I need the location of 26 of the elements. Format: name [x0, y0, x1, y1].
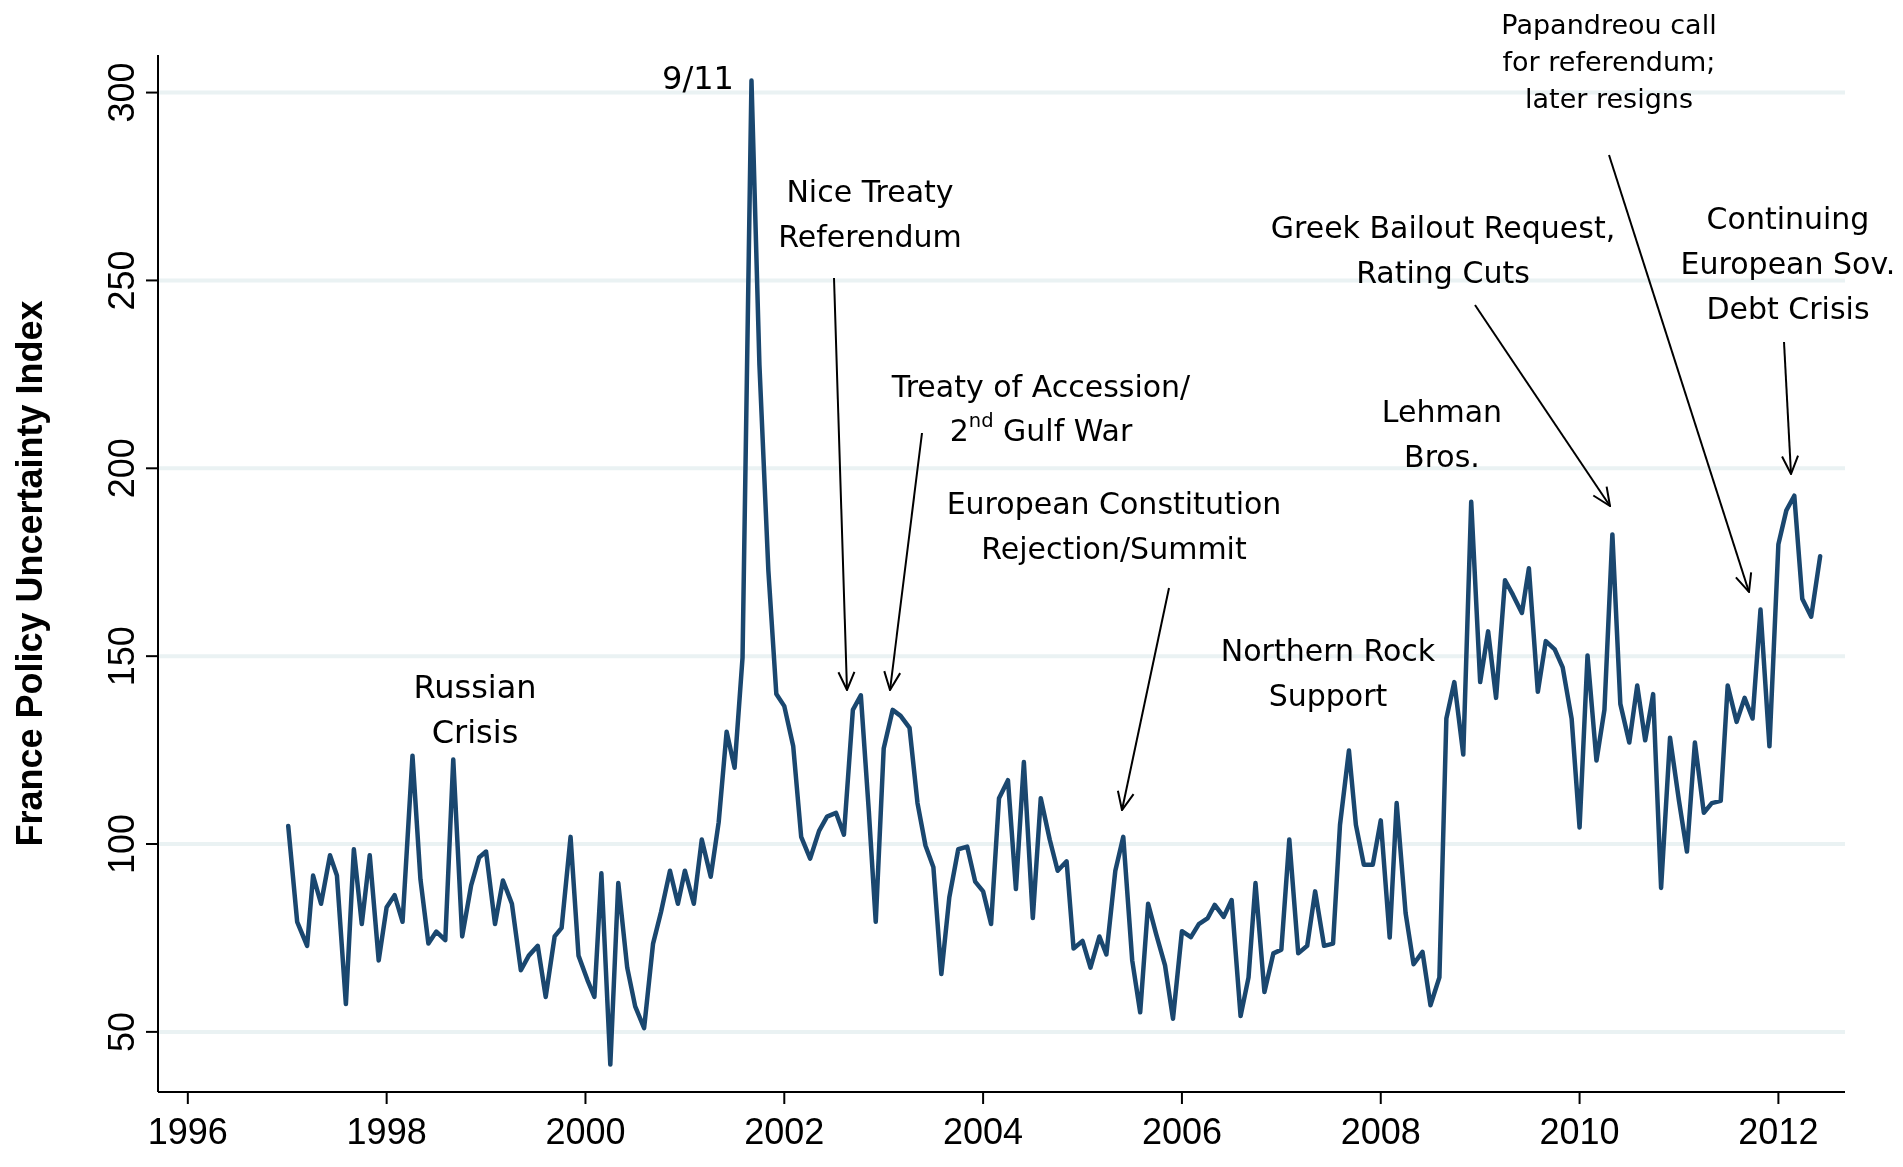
y-tick-label: 300 — [101, 62, 142, 123]
y-tick-label: 250 — [101, 250, 142, 311]
annotation: Northern Rock Support — [1220, 632, 1436, 713]
x-tick-label: 2012 — [1738, 1111, 1819, 1152]
x-tick-label: 2008 — [1340, 1111, 1421, 1152]
annotation: Lehman Bros. — [1381, 393, 1503, 474]
annotation: Nice Treaty Referendum — [778, 173, 962, 254]
annotation: Treaty of Accession/ 2$^{nd}$ Gulf War — [890, 368, 1192, 448]
x-tick-label: 2010 — [1539, 1111, 1620, 1152]
y-tick-label: 200 — [101, 438, 142, 499]
x-tick-label: 2000 — [545, 1111, 626, 1152]
x-tick-label: 1996 — [147, 1111, 228, 1152]
annotation: Russian Crisis — [413, 668, 537, 751]
y-tick-label: 100 — [101, 813, 142, 875]
annotation: Greek Bailout Request, Rating Cuts — [1270, 209, 1616, 290]
annotation: Papandreou call for referendum; later resigns — [1501, 8, 1717, 114]
y-axis-title: France Policy Uncertainty Index — [9, 300, 50, 847]
x-tick-label: 2006 — [1141, 1111, 1222, 1152]
y-tick-label: 50 — [101, 1011, 142, 1052]
x-tick-label: 2004 — [943, 1111, 1024, 1152]
x-tick-label: 1998 — [346, 1111, 427, 1152]
annotation: European Constitution Rejection/Summit — [946, 485, 1282, 566]
x-tick-label: 2002 — [744, 1111, 825, 1152]
y-tick-label: 150 — [101, 626, 142, 687]
annotation: 9/11 — [662, 59, 734, 97]
annotation: Continuing European Sov. Debt Crisis — [1680, 200, 1896, 326]
